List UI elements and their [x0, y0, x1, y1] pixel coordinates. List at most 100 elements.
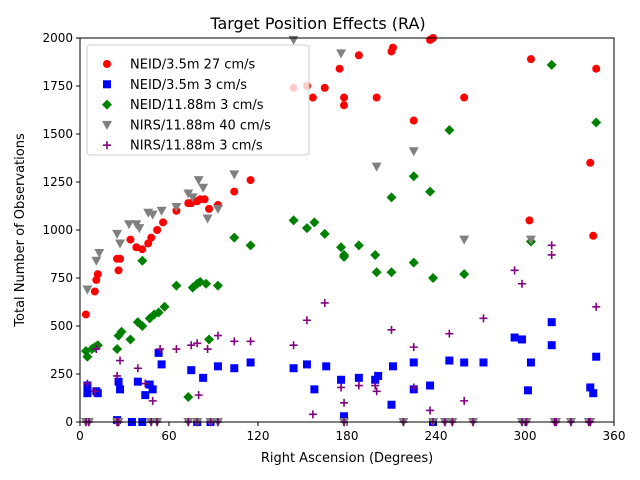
- legend-label: NIRS/11.88m 40 cm/s: [130, 118, 271, 133]
- data-point: [320, 83, 329, 92]
- legend-marker: [102, 99, 112, 110]
- data-point: [444, 125, 455, 136]
- data-point: [137, 255, 148, 266]
- data-point: [201, 278, 212, 289]
- data-point: [183, 392, 194, 403]
- data-point: [114, 377, 123, 386]
- data-point: [339, 251, 350, 262]
- data-point: [83, 379, 92, 388]
- y-tick-label: 250: [50, 367, 73, 381]
- data-point: [198, 183, 209, 193]
- legend-entry: NEID/3.5m 27 cm/s: [103, 58, 255, 73]
- data-point: [409, 383, 418, 392]
- data-point: [354, 373, 363, 382]
- data-point: [459, 235, 470, 245]
- data-point: [322, 362, 331, 371]
- data-point: [546, 59, 557, 70]
- data-point: [171, 202, 182, 212]
- data-point: [523, 386, 532, 395]
- x-tick-label: 120: [247, 429, 270, 443]
- y-tick-label: 0: [65, 415, 73, 429]
- data-point: [289, 341, 298, 350]
- data-point: [115, 239, 126, 249]
- series-3: [80, 59, 602, 403]
- data-point: [141, 391, 150, 400]
- data-point: [112, 229, 123, 239]
- data-point: [82, 351, 93, 362]
- data-point: [371, 381, 380, 390]
- data-point: [408, 147, 419, 157]
- data-point: [460, 396, 469, 405]
- data-point: [409, 343, 418, 352]
- data-point: [340, 93, 349, 102]
- data-point: [425, 186, 436, 197]
- data-point: [426, 381, 435, 390]
- data-point: [371, 162, 382, 172]
- data-point: [354, 381, 363, 390]
- data-point: [337, 375, 346, 384]
- data-point: [82, 285, 93, 295]
- data-point: [591, 117, 602, 128]
- data-point: [156, 206, 167, 216]
- data-point: [116, 326, 127, 337]
- y-tick-label: 1750: [42, 79, 73, 93]
- data-point: [229, 232, 240, 243]
- data-point: [592, 64, 601, 73]
- y-tick-label: 750: [50, 271, 73, 285]
- data-point: [213, 362, 222, 371]
- data-point: [126, 235, 135, 244]
- series-5: [81, 241, 601, 426]
- data-point: [159, 218, 168, 227]
- data-point: [153, 307, 164, 318]
- x-tick-label: 240: [425, 429, 448, 443]
- data-point: [246, 176, 255, 185]
- data-point: [426, 406, 435, 415]
- data-point: [526, 55, 535, 64]
- data-point: [83, 389, 92, 398]
- data-point: [147, 210, 158, 220]
- data-point: [370, 249, 381, 260]
- data-point: [157, 360, 166, 369]
- data-point: [374, 371, 383, 380]
- legend-entry: NIRS/11.88m 40 cm/s: [102, 118, 271, 133]
- data-point: [230, 187, 239, 196]
- data-point: [288, 35, 299, 45]
- x-tick-label: 0: [76, 429, 84, 443]
- data-point: [112, 344, 123, 355]
- data-point: [518, 335, 527, 344]
- y-tick-label: 2000: [42, 31, 73, 45]
- data-point: [589, 231, 598, 240]
- data-point: [245, 240, 256, 251]
- data-point: [460, 358, 469, 367]
- data-point: [93, 389, 102, 398]
- data-point: [133, 377, 142, 386]
- y-tick-label: 500: [50, 319, 73, 333]
- data-point: [408, 257, 419, 268]
- data-point: [134, 224, 145, 234]
- legend-entry: NIRS/11.88m 3 cm/s: [103, 139, 263, 154]
- data-marks: [80, 34, 602, 427]
- data-point: [137, 321, 148, 331]
- data-point: [153, 226, 162, 234]
- data-point: [371, 267, 382, 278]
- data-point: [81, 310, 90, 319]
- data-point: [526, 358, 535, 367]
- data-point: [194, 391, 203, 400]
- series-1: [81, 34, 601, 319]
- data-point: [90, 287, 99, 296]
- data-point: [202, 214, 213, 224]
- data-point: [547, 250, 556, 259]
- data-point: [354, 51, 363, 60]
- data-point: [213, 331, 222, 340]
- data-point: [302, 316, 311, 325]
- data-point: [193, 339, 202, 348]
- data-point: [154, 348, 163, 357]
- legend-marker: [102, 120, 112, 130]
- data-point: [159, 301, 170, 312]
- data-point: [205, 204, 214, 213]
- data-point: [340, 412, 349, 421]
- data-point: [230, 337, 239, 346]
- data-point: [187, 366, 196, 375]
- data-point: [212, 204, 223, 214]
